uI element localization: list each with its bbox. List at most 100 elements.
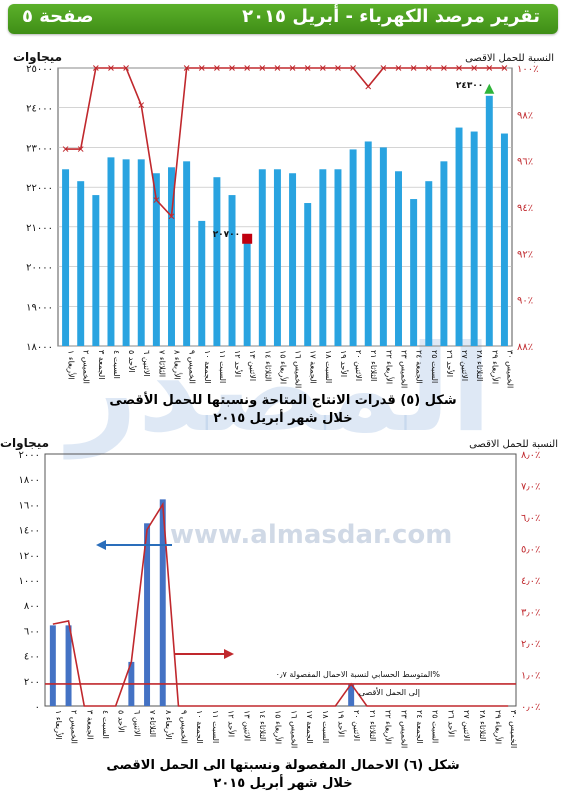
bar: [213, 177, 221, 346]
line-marker: [214, 65, 220, 71]
bar: [62, 169, 70, 346]
bar: [379, 147, 387, 346]
right-tick-label: ٩٦٪: [517, 157, 533, 168]
category-label: الجمعة ٣: [85, 710, 94, 739]
bar: [107, 157, 115, 346]
chart2-caption-sub: خلال شهر أبريل ٢٠١٥: [213, 776, 353, 791]
bar: [159, 499, 166, 706]
max-value-label: ٢٤٣٠٠: [456, 81, 483, 91]
bar: [273, 169, 281, 346]
category-label: الجمعة ١٧: [305, 710, 314, 744]
bar: [65, 625, 72, 706]
left-tick-label: ١٠٠٠: [19, 576, 40, 587]
category-label: الثلاثاء ٧: [148, 710, 157, 737]
category-label: الخميس ١٦: [294, 350, 303, 388]
bar: [485, 95, 493, 346]
bar: [77, 181, 85, 346]
category-label: الاثنين ١٣: [242, 710, 251, 741]
bar: [395, 171, 402, 346]
bar: [289, 173, 297, 346]
left-tick-label: ١٤٠٠: [19, 526, 40, 537]
line-marker: [365, 83, 372, 90]
chart-available-capacity: ١٨٠٠٠ ١٩٠٠٠ ٢٠٠٠٠ ٢١٠٠٠ ٢٢٠٠٠ ٢٣٠٠٠ ٢٤٠٠٠ ٢٥٠٠٠…: [13, 50, 554, 388]
left-tick-label: ٠: [35, 702, 40, 713]
category-label: الخميس ٣٠: [505, 350, 514, 388]
bar: [500, 133, 508, 346]
category-label: الأربعاء ٢٩: [490, 350, 500, 384]
bars-pointer-arrowhead: [96, 540, 106, 550]
category-label: الخميس ٢٣: [400, 350, 409, 388]
line-marker: [123, 65, 129, 71]
bar: [410, 199, 418, 346]
category-label: السبت ٢٥: [430, 350, 439, 383]
line-marker: [441, 65, 447, 71]
left-tick-label: ٢٠٠٠: [19, 450, 40, 461]
line-marker: [501, 65, 508, 71]
category-label: الجمعة ٣: [97, 350, 106, 379]
left-tick-label: ٤٠٠: [24, 652, 40, 663]
category-label: الأربعاء ١٥: [274, 710, 284, 744]
category-label: الاثنين ٦: [142, 350, 151, 377]
category-label: السبت ٢٥: [431, 710, 440, 743]
right-tick-label: ٨٫٠٪: [521, 450, 540, 461]
line-marker: [153, 197, 160, 203]
right-tick-label: ٩٠٪: [517, 296, 533, 307]
left-tick-label: ٦٠٠: [24, 626, 40, 637]
right-tick-label: ٨٨٪: [517, 342, 533, 353]
left-axis-title: ميجاوات: [0, 436, 49, 451]
bar: [144, 523, 151, 706]
chart1-caption-sub: خلال شهر أبريل ٢٠١٥: [213, 411, 353, 426]
min-marker: [242, 233, 253, 244]
bar: [92, 195, 100, 346]
category-label: الخميس ٢: [70, 710, 79, 744]
line-marker: [168, 213, 175, 220]
line-marker: [380, 65, 387, 71]
report-title: تقرير مرصد الكهرباء - أبريل ٢٠١٥: [242, 6, 540, 27]
right-tick-label: ٩٤٪: [517, 203, 533, 214]
chart2-caption: شكل (٦) الاحمال المفصولة ونسبتها الى الح…: [106, 758, 460, 773]
line-marker: [229, 65, 235, 71]
left-tick-label: ٢٥٠٠٠: [26, 64, 53, 75]
right-tick-label: ١٠٠٪: [517, 64, 539, 75]
bar: [198, 220, 206, 346]
left-tick-label: ١٨٠٠: [19, 475, 40, 486]
category-label: الجمعة ٢٤: [415, 710, 424, 744]
category-label: الأحد ٢٦: [445, 350, 455, 377]
bar: [228, 195, 236, 346]
line-pointer-arrowhead: [224, 649, 234, 659]
bar: [243, 238, 251, 346]
category-label: الجمعة ١٠: [203, 350, 212, 384]
category-label: الأحد ١٢: [227, 710, 237, 737]
bar: [455, 127, 463, 346]
min-value-label: ٢٠٧٠٠: [213, 230, 240, 240]
line-marker: [183, 65, 190, 71]
line-marker: [77, 146, 84, 152]
category-label: الجمعة ١٠: [195, 710, 204, 744]
right-tick-label: ١٫٠٪: [521, 671, 540, 682]
category-label: الاثنين ٢٧: [460, 350, 469, 381]
category-label: الأربعاء ١٥: [278, 350, 288, 384]
category-label: الثلاثاء ١٤: [263, 350, 272, 381]
category-label: الخميس ١٦: [289, 710, 298, 748]
category-label: الثلاثاء ٢٨: [475, 350, 484, 381]
category-label: الاثنين ٢٠: [352, 710, 361, 741]
right-axis-title: النسبة للحمل الاقصى: [465, 53, 554, 64]
bar: [304, 203, 312, 346]
category-label: الثلاثاء ٢١: [369, 350, 378, 381]
left-axis-title: ميجاوات: [13, 50, 62, 65]
left-tick-label: ٢١٠٠٠: [26, 223, 53, 234]
plot-area: [44, 453, 517, 707]
bar: [49, 625, 56, 706]
left-tick-label: ٢٠٠: [24, 677, 40, 688]
bar: [440, 161, 448, 346]
category-label: الخميس ٢٣: [399, 710, 408, 748]
bar: [364, 141, 372, 346]
average-label: المتوسط الحسابي لنسبة الاحمال المفصولة ٠…: [276, 670, 441, 679]
line-marker: [486, 65, 493, 71]
ratio-line: [65, 67, 505, 219]
left-tick-label: ١٨٠٠٠: [26, 342, 53, 353]
category-label: الخميس ٢: [82, 350, 91, 384]
line-marker: [108, 65, 114, 71]
bar: [425, 181, 433, 346]
category-label: الخميس ٩: [188, 350, 197, 384]
